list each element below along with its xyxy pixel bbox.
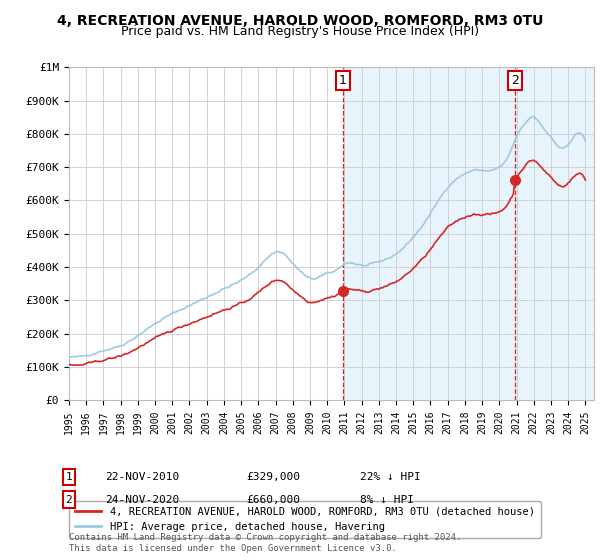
- Legend: 4, RECREATION AVENUE, HAROLD WOOD, ROMFORD, RM3 0TU (detached house), HPI: Avera: 4, RECREATION AVENUE, HAROLD WOOD, ROMFO…: [69, 501, 541, 538]
- Text: 22-NOV-2010: 22-NOV-2010: [105, 472, 179, 482]
- Bar: [343, 67, 594, 400]
- Text: 8% ↓ HPI: 8% ↓ HPI: [360, 494, 414, 505]
- Text: 1: 1: [339, 74, 347, 87]
- Text: 2: 2: [65, 494, 73, 505]
- Text: Price paid vs. HM Land Registry's House Price Index (HPI): Price paid vs. HM Land Registry's House …: [121, 25, 479, 38]
- Text: 24-NOV-2020: 24-NOV-2020: [105, 494, 179, 505]
- Text: 1: 1: [65, 472, 73, 482]
- Text: 22% ↓ HPI: 22% ↓ HPI: [360, 472, 421, 482]
- Text: Contains HM Land Registry data © Crown copyright and database right 2024.
This d: Contains HM Land Registry data © Crown c…: [69, 533, 461, 553]
- Text: £329,000: £329,000: [246, 472, 300, 482]
- Text: 4, RECREATION AVENUE, HAROLD WOOD, ROMFORD, RM3 0TU: 4, RECREATION AVENUE, HAROLD WOOD, ROMFO…: [57, 14, 543, 28]
- Text: 2: 2: [511, 74, 519, 87]
- Text: £660,000: £660,000: [246, 494, 300, 505]
